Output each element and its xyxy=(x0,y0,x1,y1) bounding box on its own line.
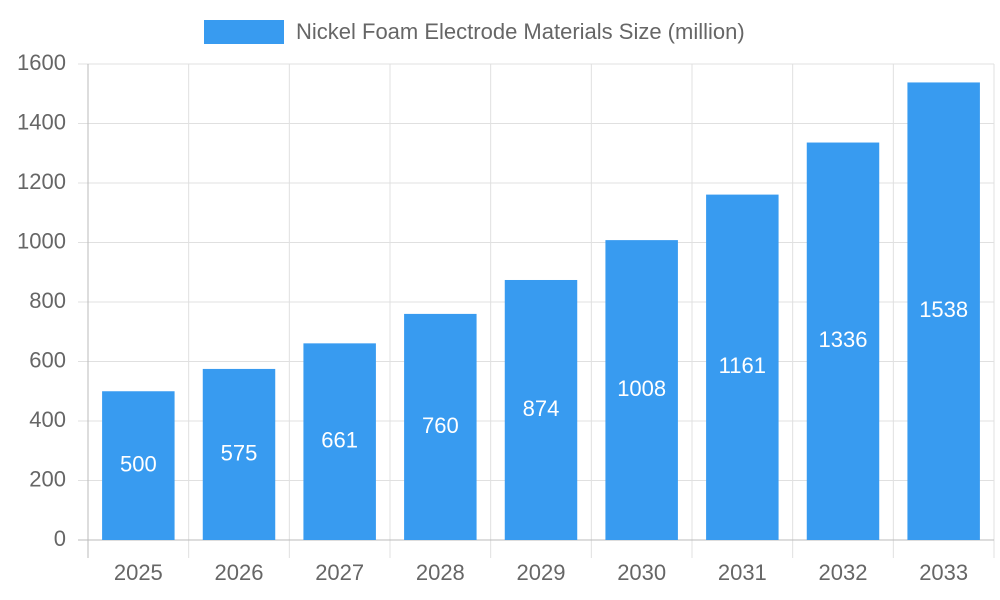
x-tick-label: 2032 xyxy=(819,560,868,585)
x-tick-label: 2030 xyxy=(617,560,666,585)
bar xyxy=(605,240,678,540)
data-label: 1161 xyxy=(719,353,766,378)
y-tick-label: 200 xyxy=(29,466,66,491)
bar xyxy=(907,82,980,540)
legend-swatch xyxy=(204,20,284,44)
data-label: 661 xyxy=(321,427,358,452)
x-tick-label: 2028 xyxy=(416,560,465,585)
bar xyxy=(404,313,477,540)
data-label: 760 xyxy=(422,413,459,438)
data-label: 500 xyxy=(120,451,157,476)
data-label: 1008 xyxy=(617,376,666,401)
bar xyxy=(202,368,276,540)
bar xyxy=(706,194,779,541)
y-tick-label: 1200 xyxy=(17,169,66,194)
y-tick-label: 600 xyxy=(29,347,66,372)
bar xyxy=(504,279,578,540)
y-tick-label: 1000 xyxy=(17,228,66,253)
x-tick-label: 2029 xyxy=(517,560,566,585)
data-label: 1538 xyxy=(919,297,968,322)
x-tick-label: 2027 xyxy=(315,560,364,585)
data-label: 1336 xyxy=(819,327,868,352)
bar xyxy=(102,391,175,540)
bar xyxy=(806,142,880,541)
y-tick-label: 800 xyxy=(29,288,66,313)
x-tick-label: 2031 xyxy=(718,560,767,585)
legend-label: Nickel Foam Electrode Materials Size (mi… xyxy=(296,19,745,44)
data-label: 575 xyxy=(221,440,258,465)
x-tick-label: 2026 xyxy=(215,560,264,585)
bar xyxy=(303,343,376,540)
y-tick-label: 1400 xyxy=(17,109,66,134)
data-label: 874 xyxy=(523,396,560,421)
y-tick-label: 400 xyxy=(29,407,66,432)
x-tick-label: 2025 xyxy=(114,560,163,585)
x-tick-label: 2033 xyxy=(919,560,968,585)
y-tick-label: 0 xyxy=(54,526,66,551)
y-tick-label: 1600 xyxy=(17,50,66,75)
